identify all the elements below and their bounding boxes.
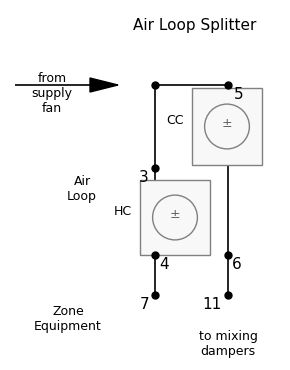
Text: Zone
Equipment: Zone Equipment	[34, 305, 102, 333]
Text: from
supply
fan: from supply fan	[32, 72, 72, 115]
Text: ±: ±	[222, 117, 232, 130]
Bar	[192, 88, 262, 165]
Text: 3: 3	[139, 170, 149, 185]
Text: 4: 4	[159, 257, 168, 272]
Text: CC: CC	[166, 114, 184, 127]
Text: Air Loop Splitter: Air Loop Splitter	[133, 18, 257, 33]
Text: 7: 7	[139, 297, 149, 312]
Text: 11: 11	[203, 297, 222, 312]
Circle shape	[205, 104, 249, 149]
FancyArrow shape	[90, 78, 118, 92]
Text: Air
Loop: Air Loop	[67, 175, 97, 203]
Bar	[140, 180, 210, 255]
Text: to mixing
dampers: to mixing dampers	[199, 330, 258, 358]
Text: 5: 5	[234, 87, 244, 102]
Circle shape	[153, 195, 197, 240]
Text: 6: 6	[232, 257, 242, 272]
Text: HC: HC	[114, 205, 132, 218]
Text: ±: ±	[170, 208, 180, 221]
